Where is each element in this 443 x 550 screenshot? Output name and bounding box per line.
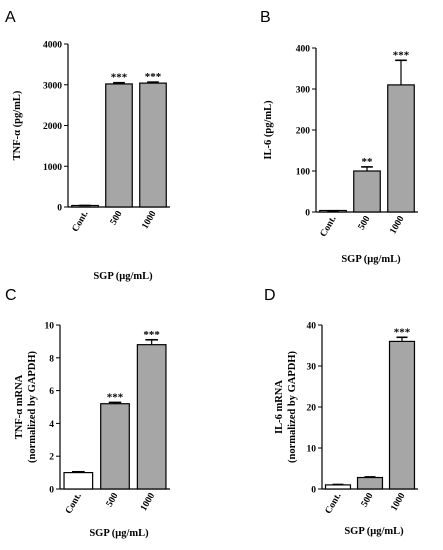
panel-c-ytick-label-2: 4 xyxy=(49,420,54,430)
panel-a-ytick-label-1: 1000 xyxy=(43,163,62,173)
panel-a-bar-2 xyxy=(139,82,167,208)
panel-a-ytick-label-3: 3000 xyxy=(43,81,62,91)
panel-d-bar-1 xyxy=(356,476,384,490)
panel-a-sig-1: *** xyxy=(111,72,128,84)
panel-d-category-1: 500 xyxy=(360,491,376,509)
panel-a: A 0 1000 2000 3000 4000 TNF-α (pg/mL) Cont. *** 5… xyxy=(5,9,170,282)
panel-c-ytick-label-4: 8 xyxy=(49,354,54,364)
panel-b-xlabel: SGP (μg/mL) xyxy=(341,254,401,265)
panel-b: B 0 100 200 300 400 IL-6 (pg/mL) Cont. ** 500 *** 1… xyxy=(260,9,418,265)
panel-c-category-2: 1000 xyxy=(139,491,157,513)
panel-c-ytick-label-5: 10 xyxy=(45,322,55,332)
panel-c-bar-0 xyxy=(63,472,94,490)
panel-d-ytick-label-3: 30 xyxy=(307,363,317,373)
panel-c-ytick-label-3: 6 xyxy=(49,387,54,397)
panel-c-bar-2 xyxy=(136,344,167,490)
panel-b-ytick-label-1: 100 xyxy=(296,168,311,178)
panel-b-letter: B xyxy=(260,9,271,26)
panel-d-ytick-label-2: 20 xyxy=(307,404,317,414)
panel-d-letter: D xyxy=(264,287,276,304)
panel-b-ylabel: IL-6 (pg/mL) xyxy=(263,100,274,160)
panel-c-category-0: Cont. xyxy=(64,492,84,516)
panel-d-ylabel: IL-6 mRNA xyxy=(274,380,285,434)
panel-d-bar-0 xyxy=(324,484,352,490)
panel-c-letter: C xyxy=(5,287,17,304)
panel-d-bar-2 xyxy=(388,340,416,490)
panel-d-ytick-label-0: 0 xyxy=(311,486,316,496)
panel-c-sig-2: *** xyxy=(143,329,160,341)
panel-b-ytick-label-4: 400 xyxy=(296,45,311,55)
panel-a-sig-2: *** xyxy=(145,71,162,83)
panel-b-sig-1: ** xyxy=(362,156,374,168)
panel-a-ytick-label-4: 4000 xyxy=(43,41,62,51)
panel-c-xlabel: SGP (μg/mL) xyxy=(89,528,149,539)
panel-a-category-1: 500 xyxy=(109,209,125,227)
panel-d: D 0 10 20 30 40 IL-6 mRNA (normalized by GAPDH)… xyxy=(264,287,418,537)
panel-c-ylabel-2: (normalized by GAPDH) xyxy=(27,351,38,463)
panel-c-bar-1 xyxy=(100,403,130,490)
panel-b-bar-2 xyxy=(387,84,415,213)
panel-c: C 0 2 4 6 8 10 TNF-α mRNA (normalized by GAPDH) C… xyxy=(5,287,170,539)
panel-c-sig-1: *** xyxy=(107,391,124,403)
panel-a-letter: A xyxy=(5,9,16,26)
panel-a-category-2: 1000 xyxy=(140,209,158,231)
panel-d-ytick-label-4: 40 xyxy=(307,322,317,332)
panel-d-xlabel: SGP (μg/mL) xyxy=(344,526,404,537)
panel-c-ylabel: TNF-α mRNA xyxy=(14,374,25,439)
panel-c-category-1: 500 xyxy=(105,491,121,509)
panel-a-ylabel: TNF-α (pg/mL) xyxy=(12,90,23,160)
panel-b-sig-2: *** xyxy=(393,49,410,61)
panel-b-ytick-label-0: 0 xyxy=(305,209,310,219)
panel-b-bar-1 xyxy=(353,170,381,213)
panel-d-category-2: 1000 xyxy=(389,491,407,513)
panel-d-ytick-label-1: 10 xyxy=(307,445,317,455)
panel-d-sig-2: *** xyxy=(394,326,411,338)
panel-c-ytick-label-0: 0 xyxy=(49,486,54,496)
panel-c-ytick-label-1: 2 xyxy=(49,453,54,463)
panel-a-ytick-label-0: 0 xyxy=(57,204,62,214)
panel-a-ytick-label-2: 2000 xyxy=(43,122,62,132)
panel-a-xlabel: SGP (μg/mL) xyxy=(93,271,153,282)
panel-a-category-0: Cont. xyxy=(71,210,91,234)
panel-b-category-2: 1000 xyxy=(388,214,406,236)
panel-b-ytick-label-2: 200 xyxy=(296,127,311,137)
panel-d-ylabel-2: (normalized by GAPDH) xyxy=(287,351,298,463)
panel-a-bar-1 xyxy=(105,83,133,208)
panel-b-category-0: Cont. xyxy=(319,215,339,239)
panel-b-category-1: 500 xyxy=(357,214,373,232)
panel-b-ytick-label-3: 300 xyxy=(296,86,311,96)
panel-d-category-0: Cont. xyxy=(324,492,344,516)
